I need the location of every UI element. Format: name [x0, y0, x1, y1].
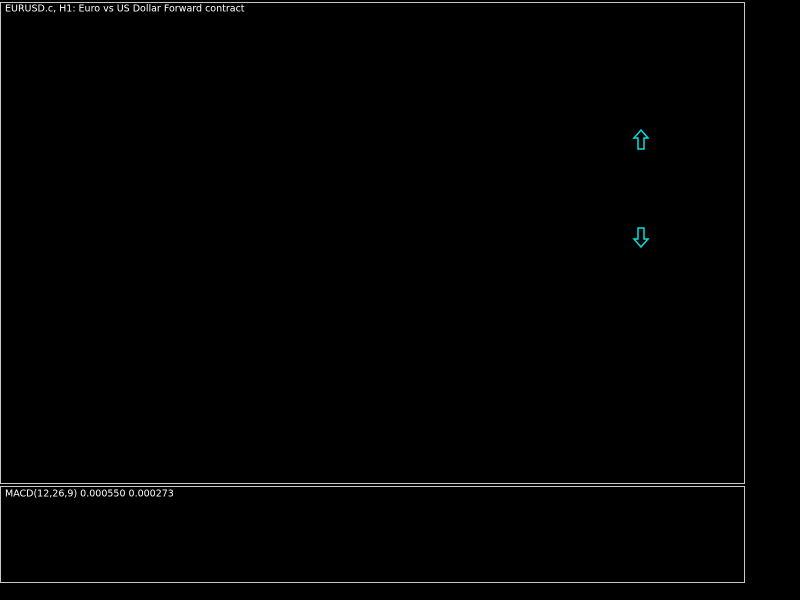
down-arrow	[632, 227, 650, 249]
macd-label: MACD(12,26,9) 0.000550 0.000273	[5, 489, 174, 500]
price-frame	[0, 2, 745, 484]
chart-title: EURUSD.c, H1: Euro vs US Dollar Forward …	[5, 4, 245, 15]
up-arrow	[632, 128, 650, 150]
macd-frame	[0, 486, 745, 583]
